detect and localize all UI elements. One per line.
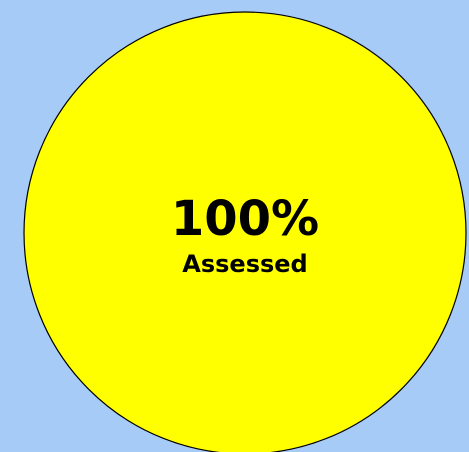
category-label: Assessed [182,250,307,278]
value-label: 100% [171,191,319,247]
pie-slice [23,11,467,452]
